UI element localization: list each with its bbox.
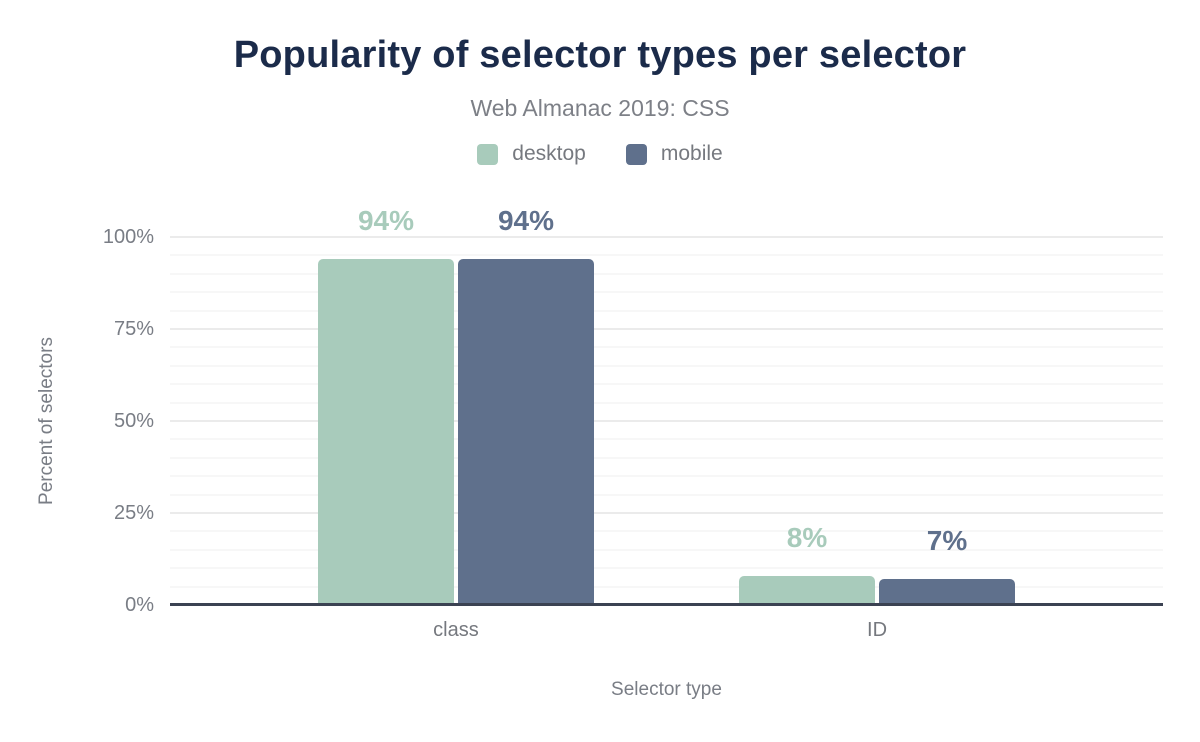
bar-group-ID: 8% 7%: [739, 237, 1016, 605]
chart-subtitle: Web Almanac 2019: CSS: [470, 95, 730, 121]
bar-value-label-mobile-ID: 7%: [926, 525, 968, 557]
minor-gridline-15: [170, 548, 1163, 551]
major-gridline-100: [170, 236, 1163, 238]
minor-gridline-45: [170, 438, 1163, 441]
legend-swatch-desktop: [477, 143, 499, 165]
y-tick-label-100: 100%: [102, 226, 154, 248]
minor-gridline-95: [170, 254, 1163, 257]
bar-mobile-class[interactable]: [457, 259, 594, 605]
minor-gridline-40: [170, 456, 1163, 459]
bar-column-mobile-ID: 7%: [879, 237, 1016, 605]
legend-item-desktop[interactable]: desktop: [477, 142, 586, 166]
legend-label-desktop: desktop: [512, 142, 586, 165]
y-tick-label-75: 75%: [113, 318, 154, 340]
bar-group-class: 94% 94%: [317, 207, 594, 605]
minor-gridline-30: [170, 493, 1163, 496]
bar-mobile-ID[interactable]: [879, 579, 1016, 605]
x-tick-label-ID: ID: [867, 619, 888, 641]
x-axis-line: [170, 603, 1163, 606]
minor-gridline-35: [170, 475, 1163, 478]
legend-swatch-mobile: [625, 143, 647, 165]
minor-gridline-55: [170, 401, 1163, 404]
minor-gridline-10: [170, 567, 1163, 570]
bar-value-label-desktop-class: 94%: [357, 205, 414, 237]
bar-desktop-ID[interactable]: [739, 575, 876, 605]
minor-gridline-20: [170, 530, 1163, 533]
minor-gridline-65: [170, 364, 1163, 367]
y-tick-label-50: 50%: [113, 410, 154, 432]
legend-item-mobile[interactable]: mobile: [625, 142, 723, 166]
minor-gridline-70: [170, 346, 1163, 349]
bar-column-desktop-ID: 8%: [739, 237, 876, 605]
plot-area: 0% 25% 50% 75% 100% 94% 94% 8% 7% class ID: [103, 207, 1163, 641]
minor-gridline-90: [170, 272, 1163, 275]
minor-gridline-85: [170, 291, 1163, 294]
major-gridline-50: [170, 420, 1163, 422]
legend-label-mobile: mobile: [660, 142, 723, 165]
x-axis-title: Selector type: [611, 679, 722, 700]
minor-gridline-80: [170, 309, 1163, 312]
bar-value-label-mobile-class: 94%: [497, 205, 554, 237]
major-gridline-25: [170, 512, 1163, 514]
bar-desktop-class[interactable]: [317, 259, 454, 605]
bar-column-mobile-class: 94%: [457, 207, 594, 605]
bar-column-desktop-class: 94%: [317, 207, 454, 605]
y-tick-label-0: 0%: [125, 594, 154, 616]
minor-gridline-5: [170, 585, 1163, 588]
major-gridline-75: [170, 328, 1163, 330]
x-tick-label-class: class: [433, 619, 479, 641]
bar-value-label-desktop-ID: 8%: [786, 521, 828, 553]
minor-gridline-60: [170, 383, 1163, 386]
y-axis-title: Percent of selectors: [36, 337, 57, 505]
legend: desktop mobile: [0, 142, 1200, 166]
y-tick-label-25: 25%: [113, 502, 154, 524]
chart-title: Popularity of selector types per selecto…: [233, 34, 967, 76]
